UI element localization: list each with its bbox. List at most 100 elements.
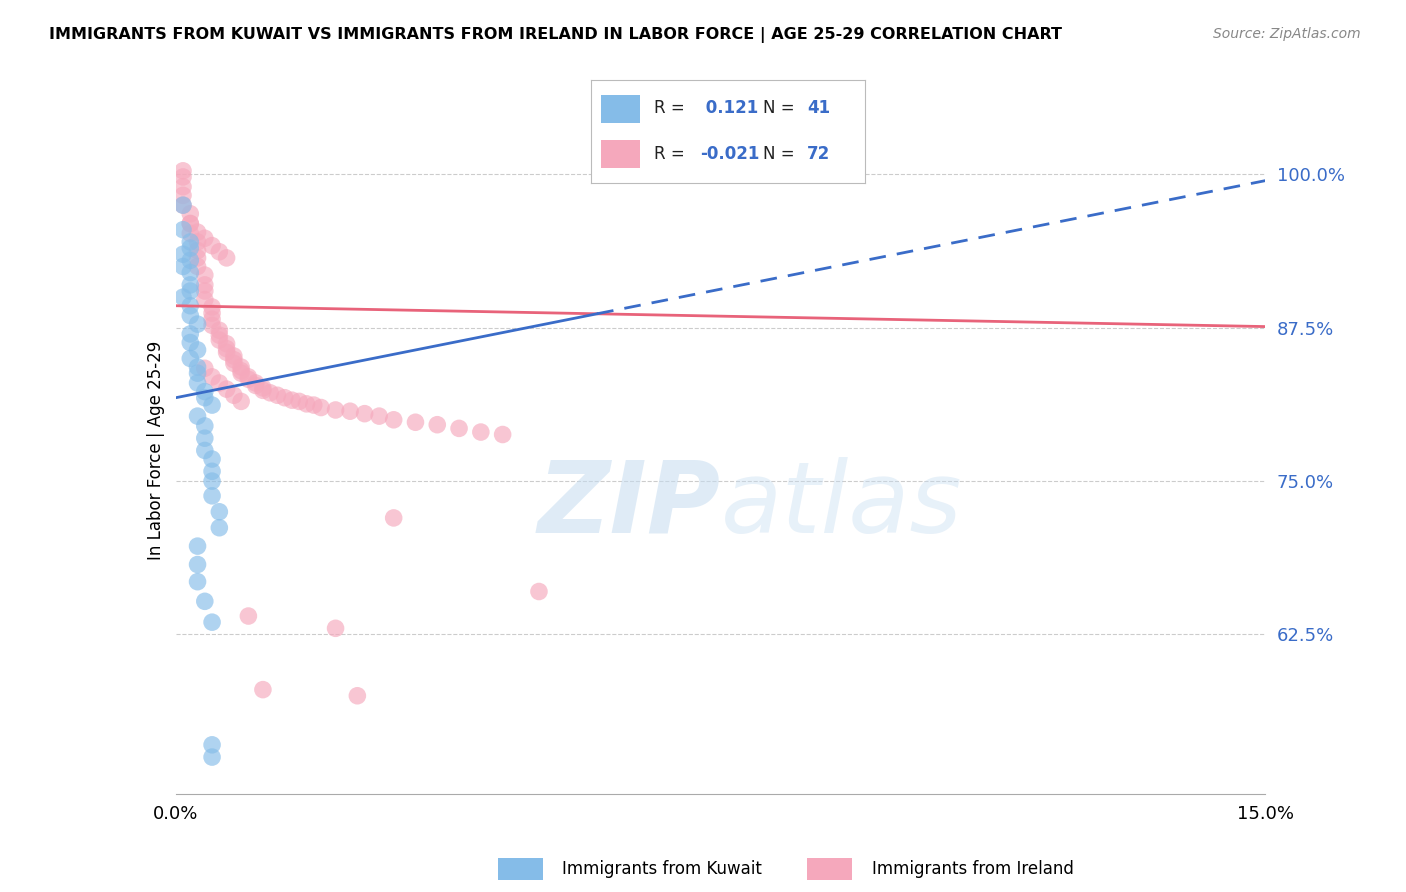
Text: R =: R = [654,145,689,162]
Point [252,682,274,697]
Point [194,268,217,282]
Text: -0.021: -0.021 [700,145,759,162]
Point [201,615,224,630]
Point [172,222,194,236]
Point [231,366,253,380]
Point [194,594,217,608]
Point [179,253,201,268]
Point [492,427,515,442]
Point [222,388,245,402]
Point [238,609,260,624]
Point [295,397,318,411]
Point [201,750,224,764]
Bar [807,857,852,880]
Point [346,689,368,703]
Point [208,521,231,535]
Text: N =: N = [763,145,800,162]
Point [470,425,492,439]
Text: N =: N = [763,100,800,118]
Point [194,284,217,298]
Point [231,394,253,409]
Text: IMMIGRANTS FROM KUWAIT VS IMMIGRANTS FROM IRELAND IN LABOR FORCE | AGE 25-29 COR: IMMIGRANTS FROM KUWAIT VS IMMIGRANTS FRO… [49,27,1062,43]
Text: ZIP: ZIP [537,457,721,554]
Text: 0.121: 0.121 [700,100,758,118]
Bar [602,95,640,123]
Point [222,352,245,367]
Point [309,401,332,415]
Point [208,376,231,390]
Text: Immigrants from Ireland: Immigrants from Ireland [872,860,1074,878]
Point [186,359,209,374]
Point [179,326,201,341]
Point [231,359,253,374]
Point [201,474,224,488]
Point [186,539,209,553]
Point [179,241,201,255]
Point [208,328,231,343]
Point [405,415,427,429]
Point [447,421,470,435]
Point [194,293,217,307]
Text: 41: 41 [807,100,830,118]
Point [325,621,347,635]
Point [194,431,217,445]
Text: Source: ZipAtlas.com: Source: ZipAtlas.com [1213,27,1361,41]
Point [201,369,224,384]
Point [172,247,194,261]
Point [172,188,194,202]
Text: Immigrants from Kuwait: Immigrants from Kuwait [562,860,762,878]
Y-axis label: In Labor Force | Age 25-29: In Labor Force | Age 25-29 [146,341,165,560]
Point [186,225,209,239]
Point [172,260,194,274]
Point [172,163,194,178]
Point [215,382,238,396]
Point [172,290,194,304]
Point [238,372,260,386]
Point [179,309,201,323]
Point [186,260,209,274]
Text: atlas: atlas [721,457,962,554]
Point [208,323,231,337]
Point [382,511,405,525]
Bar [602,140,640,169]
Point [186,235,209,249]
Point [194,231,217,245]
Point [179,227,201,241]
Point [186,251,209,265]
Point [186,558,209,572]
Point [194,361,217,376]
Point [201,489,224,503]
Point [201,464,224,478]
Point [231,364,253,378]
Point [325,403,347,417]
Point [179,217,201,231]
Point [201,318,224,333]
Point [179,351,201,366]
Text: R =: R = [654,100,689,118]
Point [252,381,274,395]
Point [274,391,297,405]
Point [382,413,405,427]
Point [208,244,231,259]
Point [245,376,267,390]
Point [201,312,224,326]
Point [222,356,245,370]
Point [201,238,224,252]
Point [252,384,274,398]
Point [172,198,194,212]
Point [179,335,201,350]
Point [201,452,224,467]
Point [179,217,201,231]
Point [194,391,217,405]
Point [186,409,209,423]
Point [288,394,311,409]
Point [172,179,194,194]
Point [368,409,391,423]
Point [201,306,224,320]
Point [194,418,217,433]
Point [186,574,209,589]
Point [339,404,361,418]
Point [527,584,550,599]
Point [222,349,245,363]
Point [186,317,209,331]
